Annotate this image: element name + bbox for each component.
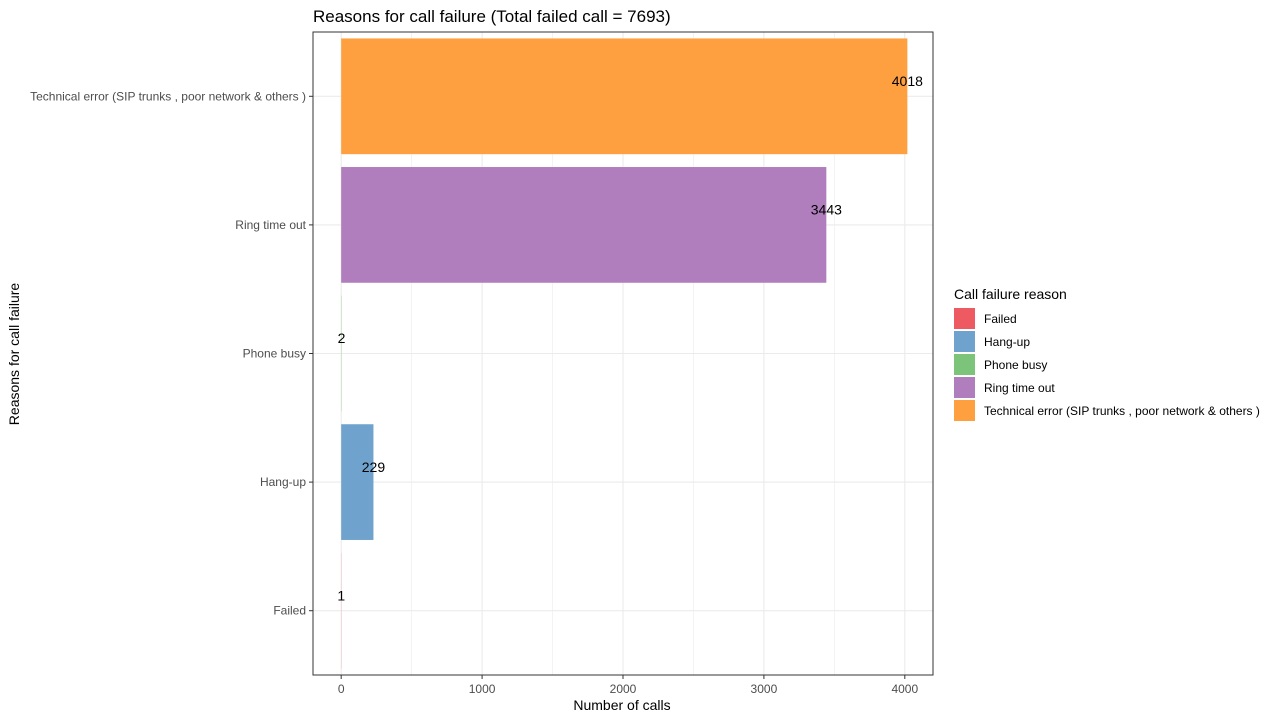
- legend-label: Failed: [984, 312, 1017, 326]
- y-axis-title: Reasons for call failure: [6, 283, 22, 426]
- y-tick-label: Technical error (SIP trunks , poor netwo…: [30, 89, 306, 103]
- chart-title: Reasons for call failure (Total failed c…: [313, 7, 671, 26]
- data-label: 4018: [892, 73, 923, 89]
- legend-title: Call failure reason: [954, 286, 1067, 302]
- legend: Call failure reason Failed Hang-up Phone b…: [954, 286, 1260, 421]
- y-tick-label: Hang-up: [260, 475, 306, 489]
- legend-label: Phone busy: [984, 358, 1047, 372]
- x-tick-label: 0: [338, 682, 345, 696]
- bar: [341, 38, 908, 155]
- data-labels: 1 229 2 3443 4018: [337, 73, 923, 603]
- legend-key: [954, 400, 975, 421]
- legend-label: Hang-up: [984, 335, 1030, 349]
- x-tick-label: 4000: [891, 682, 918, 696]
- legend-label: Ring time out: [984, 381, 1055, 395]
- data-label: 1: [337, 587, 345, 603]
- legend-items: Failed Hang-up Phone busy Ring time out Tech…: [954, 308, 1260, 421]
- bars: [341, 38, 908, 669]
- bar: [341, 167, 827, 283]
- data-label: 2: [338, 330, 346, 346]
- x-tick-label: 3000: [751, 682, 778, 696]
- data-label: 3443: [811, 202, 842, 218]
- legend-label: Technical error (SIP trunks , poor netwo…: [984, 404, 1260, 418]
- bar: [341, 424, 374, 540]
- x-axis-ticks: 0 1000 2000 3000 4000: [338, 675, 918, 696]
- y-axis-ticks: Failed Hang-up Phone busy Ring time out Tech…: [30, 89, 313, 618]
- x-tick-label: 1000: [469, 682, 496, 696]
- legend-key: [954, 354, 975, 375]
- legend-key: [954, 331, 975, 352]
- x-tick-label: 2000: [610, 682, 637, 696]
- y-tick-label: Phone busy: [243, 347, 306, 361]
- y-tick-label: Ring time out: [235, 218, 306, 232]
- data-label: 229: [362, 459, 386, 475]
- legend-key: [954, 308, 975, 329]
- legend-key: [954, 377, 975, 398]
- y-tick-label: Failed: [273, 604, 306, 618]
- x-axis-title: Number of calls: [573, 697, 670, 713]
